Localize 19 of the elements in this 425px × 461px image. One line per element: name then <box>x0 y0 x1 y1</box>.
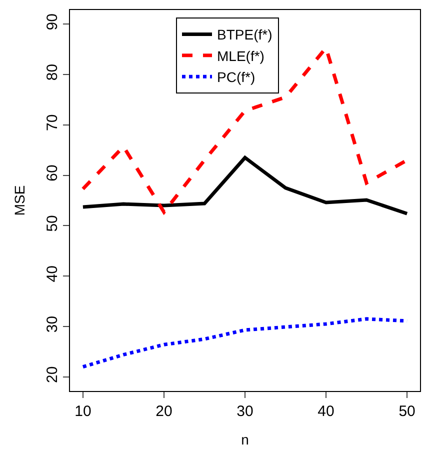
y-tick-label: 60 <box>44 164 61 182</box>
y-tick-label: 20 <box>44 366 61 383</box>
legend-label: PC(f*) <box>217 69 256 86</box>
legend-label: BTPE(f*) <box>217 26 272 43</box>
line-series <box>81 156 409 216</box>
y-tick-label: 40 <box>44 266 61 282</box>
y-tick-label: 50 <box>44 215 61 232</box>
x-tick-label: 20 <box>156 403 172 420</box>
x-tick-label: 30 <box>236 403 254 420</box>
y-tick-label: 90 <box>44 14 61 30</box>
legend-label: MLE(f*) <box>217 48 264 64</box>
x-tick-label: 40 <box>318 403 334 420</box>
y-tick-label: 70 <box>44 114 61 131</box>
x-tick-label: 10 <box>74 403 92 420</box>
x-axis-title: n <box>241 431 249 448</box>
x-tick-label: 50 <box>398 403 416 420</box>
y-tick-label: 30 <box>44 316 61 333</box>
y-axis-title: MSE <box>12 185 28 216</box>
y-tick-label: 80 <box>44 64 61 81</box>
